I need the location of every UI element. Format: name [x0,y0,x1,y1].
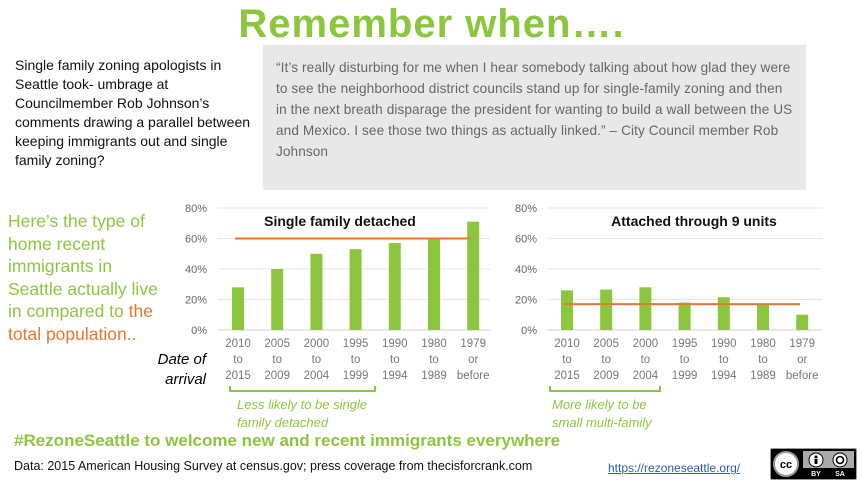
doa-line2: arrival [165,371,206,388]
x-tick-label: 1979 [789,338,815,350]
bar [428,238,440,330]
bar [467,221,480,330]
note-right: More likely to be small multi-family [552,396,652,432]
x-tick-label: 2009 [593,370,619,382]
quote-box: “It’s really disturbing for me when I he… [263,45,806,190]
cc-license-badge[interactable]: cc BY SA [770,448,857,480]
x-tick-label: to [272,354,282,366]
bar [232,287,244,330]
hashtag: #RezoneSeattle to welcome new and recent… [14,431,561,450]
x-tick-label: before [786,370,819,382]
x-tick-label: 1979 [460,338,486,350]
x-tick-label: 2015 [554,370,580,382]
bar [757,304,769,330]
intro-text: Single family zoning apologists in Seatt… [15,57,251,168]
side-text: Here’s the type of home recent immigrant… [8,210,168,345]
x-tick-label: 1990 [382,338,408,350]
x-tick-label: 1999 [672,370,698,382]
bar [796,314,809,330]
x-tick-label: to [312,354,322,366]
x-tick-label: 2010 [225,338,251,350]
side-text-orange: the total population.. [8,301,153,344]
note-right-1: More likely to be [552,397,647,412]
x-tick-label: before [457,370,490,382]
bar [388,243,401,330]
bracket [229,386,376,392]
bar [600,289,613,330]
x-tick-label: 2015 [225,370,251,382]
x-tick-label: 2000 [633,338,659,350]
x-tick-label: to [390,354,400,366]
bracket [549,386,661,392]
y-tick-label: 20% [185,295,207,307]
y-tick-label: 0% [191,325,207,337]
bar [271,269,284,330]
x-tick-label: 1980 [421,338,447,350]
x-tick-label: 2004 [633,370,659,382]
y-tick-label: 40% [515,264,537,276]
x-tick-label: 2010 [554,338,580,350]
x-tick-label: 1995 [672,338,698,350]
bar [561,290,573,330]
x-tick-label: 2005 [264,338,290,350]
page-title: Remember when…. [238,2,625,46]
y-tick-label: 60% [515,234,537,246]
cc-icon: cc BY SA [773,451,854,478]
x-tick-label: or [797,354,807,366]
chart-title: Attached through 9 units [611,213,777,229]
x-tick-label: to [601,354,611,366]
x-tick-label: 2009 [264,370,290,382]
y-tick-label: 20% [515,295,537,307]
x-tick-label: to [351,354,361,366]
x-tick-label: to [680,354,690,366]
x-tick-label: to [719,354,729,366]
x-tick-label: to [641,354,651,366]
bar [639,287,652,330]
sa-label: SA [835,471,845,478]
bar [717,297,730,330]
x-tick-label: to [429,354,439,366]
y-tick-label: 60% [185,234,207,246]
x-tick-label: or [468,354,478,366]
x-tick-label: 1995 [343,338,369,350]
y-tick-label: 0% [521,325,537,337]
x-tick-label: 1994 [711,370,737,382]
note-left-2: family detached [237,415,329,430]
x-tick-label: 1999 [343,370,369,382]
chart-title: Single family detached [264,213,416,229]
doa-line1: Date of [157,351,206,368]
note-right-2: small multi-family [552,415,652,430]
x-tick-label: to [562,354,572,366]
x-tick-label: 2005 [593,338,619,350]
source-text: Data: 2015 American Housing Survey at ce… [14,459,533,473]
note-left: Less likely to be single family detached [237,396,367,432]
website-link[interactable]: https://rezoneseattle.org/ [608,461,741,475]
bar [349,249,362,330]
bar [310,253,323,330]
x-tick-label: 1994 [382,370,408,382]
y-tick-label: 80% [185,203,207,215]
by-label: BY [811,471,821,478]
x-tick-label: 1989 [421,370,447,382]
date-of-arrival-label: Date of arrival [150,350,206,390]
x-tick-label: 1989 [750,370,776,382]
x-tick-label: to [233,354,243,366]
x-tick-label: 2000 [304,338,330,350]
x-tick-label: 1980 [750,338,776,350]
x-tick-label: 2004 [304,370,330,382]
bar [678,302,691,330]
y-tick-label: 40% [185,264,207,276]
x-tick-label: to [758,354,768,366]
x-tick-label: 1990 [711,338,737,350]
y-tick-label: 80% [515,203,537,215]
svg-text:cc: cc [780,459,792,471]
side-text-green: Here’s the type of home recent immigrant… [8,211,158,321]
note-left-1: Less likely to be single [237,397,368,412]
